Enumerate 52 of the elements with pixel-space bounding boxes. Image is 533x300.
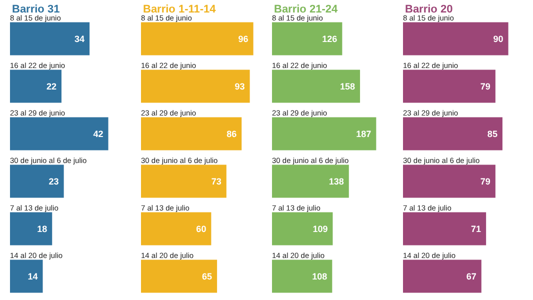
data-label: 22 (46, 81, 56, 92)
data-label: 14 (28, 271, 38, 282)
data-label: 79 (480, 176, 490, 186)
bar (403, 212, 486, 246)
text: Barrio 21-24 (274, 4, 338, 16)
bar (10, 164, 64, 198)
bar (141, 117, 242, 150)
bar (272, 212, 333, 246)
bar (141, 212, 212, 246)
text: Barrio 20 (405, 4, 453, 16)
data-label: 67 (466, 271, 476, 282)
data-label: 60 (196, 224, 206, 234)
bar (10, 70, 62, 103)
data-label: 90 (493, 34, 504, 44)
text: Barrio 1-11-14 (143, 4, 217, 16)
bar (272, 70, 360, 103)
bar (403, 164, 496, 198)
data-label: 71 (471, 224, 482, 234)
data-label: 34 (74, 34, 85, 44)
data-label: 42 (93, 128, 104, 139)
bar (272, 260, 332, 293)
data-label: 85 (487, 128, 498, 139)
bar (10, 260, 43, 293)
bar (403, 117, 502, 150)
bar (272, 117, 376, 150)
data-label: 23 (48, 176, 59, 186)
data-label: 93 (234, 81, 245, 92)
bar (141, 164, 226, 198)
bar (10, 22, 90, 56)
data-label: 187 (356, 128, 372, 139)
data-label: 96 (238, 34, 248, 44)
data-label: 158 (340, 81, 356, 92)
bar (10, 117, 108, 150)
bar (141, 70, 250, 103)
bar (403, 260, 482, 293)
data-label: 73 (211, 176, 222, 186)
bar (272, 164, 349, 198)
data-label: 79 (480, 81, 490, 92)
bar (141, 260, 218, 293)
data-label: 86 (226, 128, 237, 139)
bar (403, 22, 508, 56)
data-label: 108 (312, 271, 328, 282)
bar (141, 22, 254, 56)
bar (403, 70, 496, 103)
data-label: 126 (322, 34, 338, 44)
data-label: 18 (37, 224, 48, 234)
data-label: 65 (202, 271, 212, 282)
text: Barrio 31 (12, 4, 60, 16)
bar (272, 22, 342, 56)
data-label: 138 (328, 176, 344, 186)
data-label: 109 (312, 224, 328, 234)
bar (10, 212, 52, 246)
